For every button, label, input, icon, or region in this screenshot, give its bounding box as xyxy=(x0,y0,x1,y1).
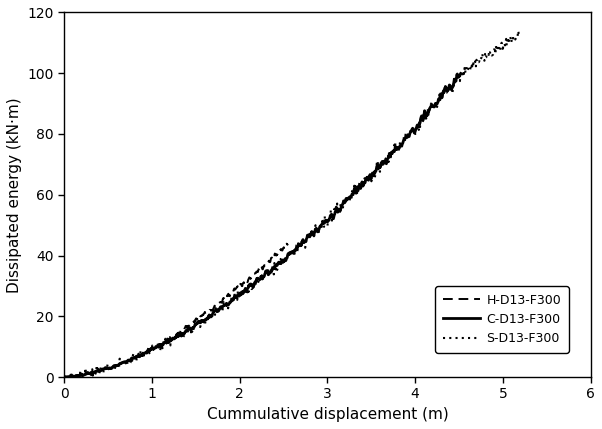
Y-axis label: Dissipated energy (kN·m): Dissipated energy (kN·m) xyxy=(7,97,22,293)
H-D13-F300 xyxy=(61,375,68,380)
Line: H-D13-F300: H-D13-F300 xyxy=(64,244,288,377)
C-D13-F300 xyxy=(313,227,320,232)
S-D13-F300 xyxy=(338,205,345,211)
S-D13-F300 xyxy=(61,375,68,380)
S-D13-F300 xyxy=(352,189,359,194)
H-D13-F300 xyxy=(284,241,291,246)
C-D13-F300 xyxy=(402,134,409,139)
Line: S-D13-F300: S-D13-F300 xyxy=(64,31,521,377)
S-D13-F300 xyxy=(453,70,461,76)
Legend: H-D13-F300, C-D13-F300, S-D13-F300: H-D13-F300, C-D13-F300, S-D13-F300 xyxy=(435,286,568,353)
H-D13-F300 xyxy=(196,315,203,320)
Line: C-D13-F300: C-D13-F300 xyxy=(64,73,461,377)
C-D13-F300 xyxy=(291,248,298,253)
C-D13-F300 xyxy=(61,375,68,380)
H-D13-F300 xyxy=(283,241,290,246)
C-D13-F300 xyxy=(85,370,92,375)
X-axis label: Cummulative displacement (m): Cummulative displacement (m) xyxy=(206,407,448,422)
H-D13-F300 xyxy=(191,318,198,323)
C-D13-F300 xyxy=(361,180,368,185)
C-D13-F300 xyxy=(302,239,309,244)
C-D13-F300 xyxy=(457,71,464,76)
S-D13-F300 xyxy=(326,218,333,223)
H-D13-F300 xyxy=(253,269,261,275)
S-D13-F300 xyxy=(515,28,522,33)
S-D13-F300 xyxy=(517,33,524,39)
H-D13-F300 xyxy=(75,373,82,378)
S-D13-F300 xyxy=(406,129,414,134)
H-D13-F300 xyxy=(203,310,211,315)
S-D13-F300 xyxy=(88,367,96,372)
H-D13-F300 xyxy=(231,287,238,292)
